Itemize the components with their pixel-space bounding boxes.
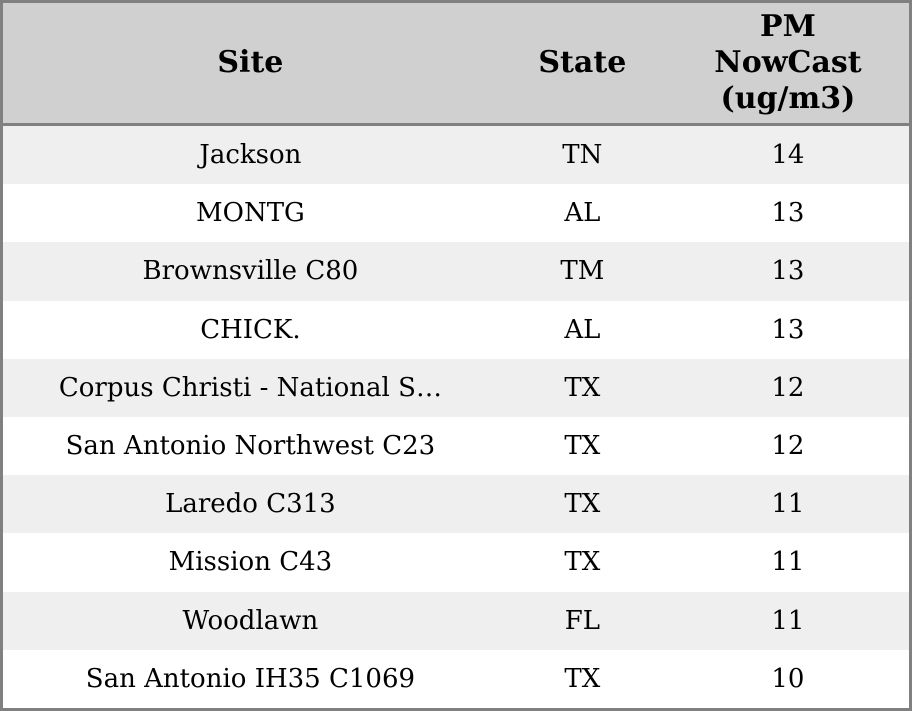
table-row: Laredo C313 TX 11 (1, 475, 911, 534)
cell-site: San Antonio Northwest C23 (65, 431, 436, 462)
column-header-state: State (497, 1, 667, 126)
cell-pm-nowcast: 13 (771, 314, 805, 345)
cell-pm-nowcast: 11 (771, 547, 805, 578)
cell-site: Woodlawn (182, 605, 319, 636)
cell-pm-nowcast: 11 (771, 489, 805, 520)
cell-state: TX (564, 489, 601, 520)
cell-state: TN (562, 140, 603, 171)
cell-pm-nowcast: 12 (771, 372, 805, 403)
cell-site: Brownsville C80 (142, 256, 359, 287)
cell-pm-nowcast: 14 (771, 140, 805, 171)
cell-state: FL (564, 605, 600, 636)
table-row: Jackson TN 14 (1, 124, 911, 185)
table-row: Corpus Christi - National S… TX 12 (1, 358, 911, 417)
table-row: Mission C43 TX 11 (1, 533, 911, 592)
cell-state: AL (564, 314, 601, 345)
table-row: San Antonio IH35 C1069 TX 10 (1, 649, 911, 710)
column-header-site: Site (1, 1, 498, 126)
cell-pm-nowcast: 12 (771, 431, 805, 462)
table-row: CHICK. AL 13 (1, 300, 911, 359)
cell-state: TX (564, 663, 601, 694)
cell-site: CHICK. (200, 314, 301, 345)
cell-state: TX (564, 547, 601, 578)
cell-state: TX (564, 431, 601, 462)
cell-site: Mission C43 (168, 547, 333, 578)
header-row: Site State PM NowCast (ug/m3) (1, 1, 911, 126)
cell-site: Laredo C313 (165, 489, 336, 520)
cell-pm-nowcast: 10 (771, 663, 805, 694)
cell-site: MONTG (196, 198, 305, 229)
cell-state: TM (560, 256, 605, 287)
cell-pm-nowcast: 13 (771, 256, 805, 287)
cell-state: TX (564, 372, 601, 403)
cell-site: Corpus Christi - National S… (58, 372, 442, 403)
table-row: Brownsville C80 TM 13 (1, 242, 911, 301)
table-row: San Antonio Northwest C23 TX 12 (1, 416, 911, 476)
table-row: Woodlawn FL 11 (1, 591, 911, 650)
cell-pm-nowcast: 13 (771, 198, 805, 229)
cell-site: San Antonio IH35 C1069 (85, 663, 416, 694)
cell-pm-nowcast: 11 (771, 605, 805, 636)
cell-state: AL (564, 198, 601, 229)
column-header-pm-nowcast: PM NowCast (ug/m3) (666, 1, 911, 126)
table-row: MONTG AL 13 (1, 184, 911, 243)
cell-site: Jackson (199, 140, 302, 171)
